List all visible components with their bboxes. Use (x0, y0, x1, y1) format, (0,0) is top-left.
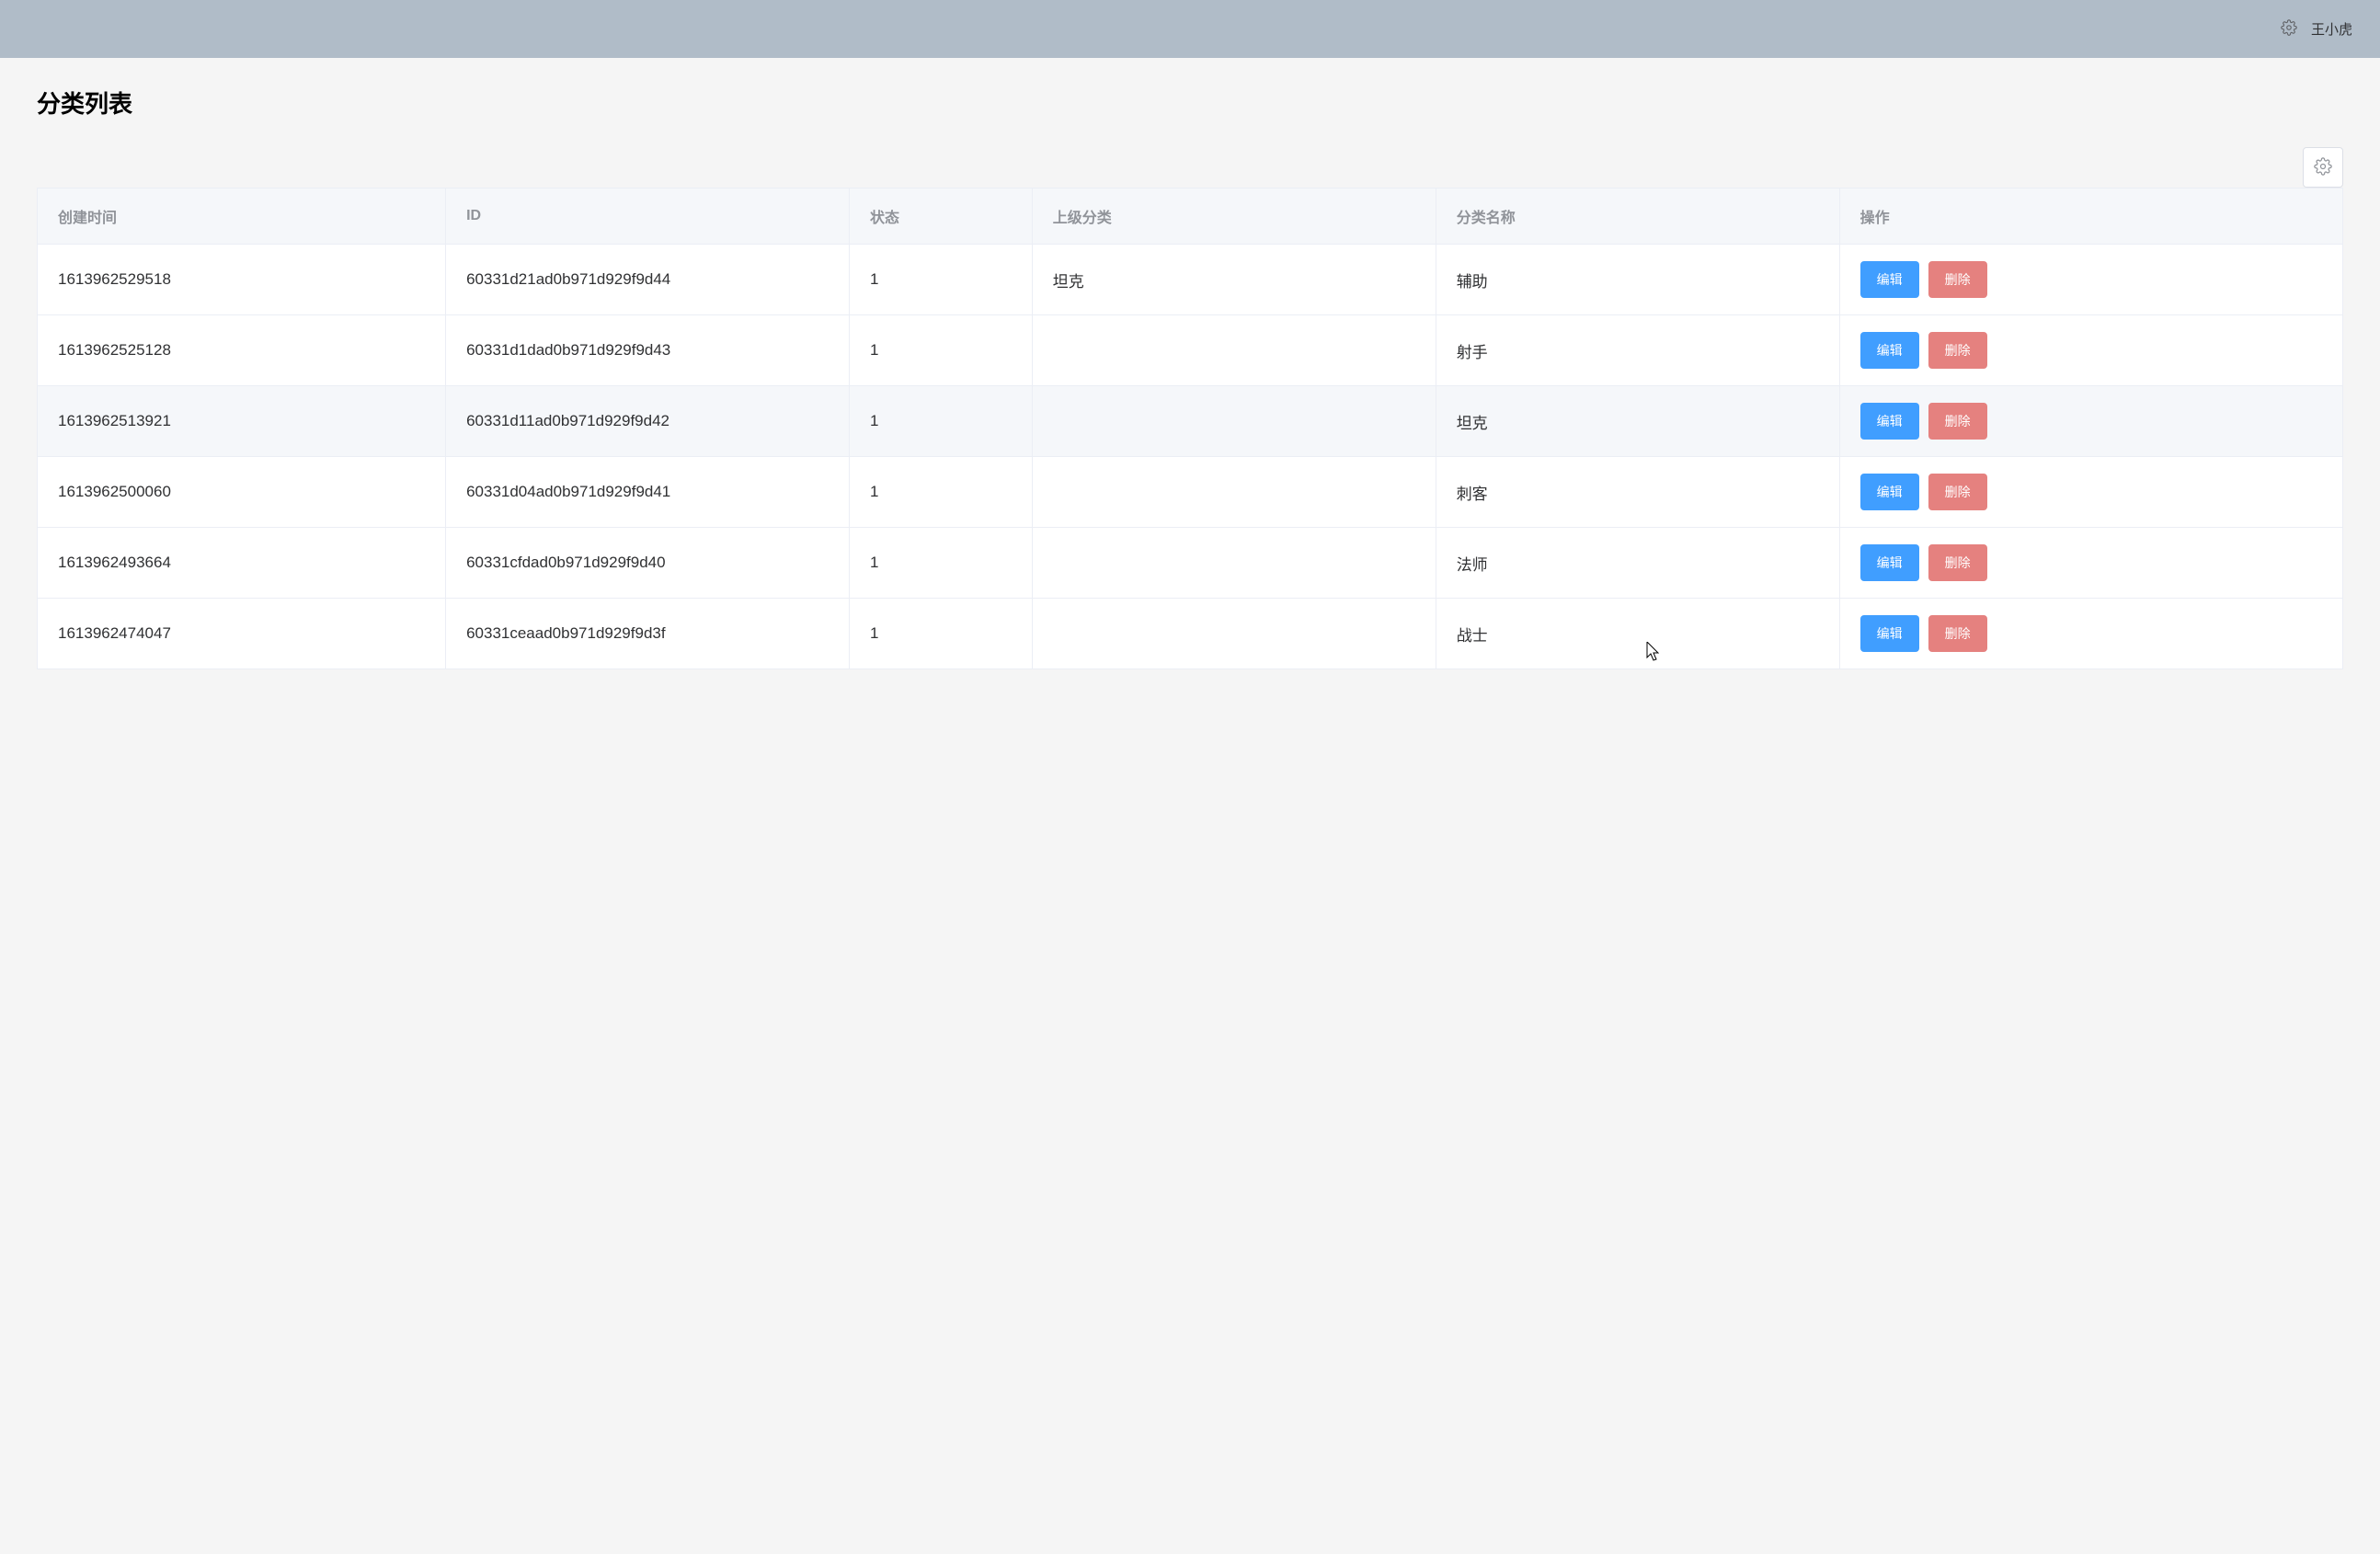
cell-actions: 编辑删除 (1839, 386, 2342, 457)
column-header-category-name[interactable]: 分类名称 (1436, 189, 1839, 245)
app-header: 王小虎 (0, 0, 2380, 58)
cell-created-time: 1613962474047 (38, 599, 446, 669)
cell-created-time: 1613962500060 (38, 457, 446, 528)
cell-parent-category (1032, 457, 1436, 528)
edit-button[interactable]: 编辑 (1860, 403, 1919, 440)
delete-button[interactable]: 删除 (1928, 615, 1987, 652)
table-settings-button[interactable] (2303, 147, 2343, 188)
cell-actions: 编辑删除 (1839, 245, 2342, 315)
edit-button[interactable]: 编辑 (1860, 544, 1919, 581)
header-user-area: 王小虎 (2281, 19, 2352, 39)
delete-button[interactable]: 删除 (1928, 544, 1987, 581)
cell-status: 1 (849, 315, 1032, 386)
table-row[interactable]: 161396252512860331d1dad0b971d929f9d431 射手… (38, 315, 2343, 386)
table-row[interactable]: 161396252951860331d21ad0b971d929f9d441坦克… (38, 245, 2343, 315)
cell-created-time: 1613962529518 (38, 245, 446, 315)
gear-icon (2314, 157, 2332, 178)
cell-created-time: 1613962493664 (38, 528, 446, 599)
gear-icon[interactable] (2281, 19, 2297, 39)
cell-category-name: 坦克 (1436, 386, 1839, 457)
cell-status: 1 (849, 245, 1032, 315)
main-content: 分类列表 创建时间 ID 状态 上级分类 分类名称 操作 16139625295… (0, 58, 2380, 697)
cell-created-time: 1613962513921 (38, 386, 446, 457)
table-row[interactable]: 161396249366460331cfdad0b971d929f9d401 法师… (38, 528, 2343, 599)
cell-parent-category: 坦克 (1032, 245, 1436, 315)
cell-id: 60331ceaad0b971d929f9d3f (446, 599, 850, 669)
cell-actions: 编辑删除 (1839, 315, 2342, 386)
table-row[interactable]: 161396247404760331ceaad0b971d929f9d3f1 战士… (38, 599, 2343, 669)
cell-parent-category (1032, 315, 1436, 386)
cell-parent-category (1032, 386, 1436, 457)
delete-button[interactable]: 删除 (1928, 403, 1987, 440)
cell-category-name: 射手 (1436, 315, 1839, 386)
cell-id: 60331d11ad0b971d929f9d42 (446, 386, 850, 457)
delete-button[interactable]: 删除 (1928, 332, 1987, 369)
cell-actions: 编辑删除 (1839, 457, 2342, 528)
cell-status: 1 (849, 599, 1032, 669)
username-label[interactable]: 王小虎 (2311, 19, 2352, 39)
column-header-status[interactable]: 状态 (849, 189, 1032, 245)
edit-button[interactable]: 编辑 (1860, 332, 1919, 369)
cell-id: 60331cfdad0b971d929f9d40 (446, 528, 850, 599)
cell-category-name: 战士 (1436, 599, 1839, 669)
column-header-parent-category[interactable]: 上级分类 (1032, 189, 1436, 245)
column-header-actions[interactable]: 操作 (1839, 189, 2342, 245)
column-header-id[interactable]: ID (446, 189, 850, 245)
cell-status: 1 (849, 386, 1032, 457)
cell-parent-category (1032, 599, 1436, 669)
cell-id: 60331d04ad0b971d929f9d41 (446, 457, 850, 528)
cell-id: 60331d21ad0b971d929f9d44 (446, 245, 850, 315)
cell-parent-category (1032, 528, 1436, 599)
table-row[interactable]: 161396250006060331d04ad0b971d929f9d411 刺客… (38, 457, 2343, 528)
cell-status: 1 (849, 457, 1032, 528)
edit-button[interactable]: 编辑 (1860, 474, 1919, 510)
cell-status: 1 (849, 528, 1032, 599)
cell-category-name: 法师 (1436, 528, 1839, 599)
cell-id: 60331d1dad0b971d929f9d43 (446, 315, 850, 386)
delete-button[interactable]: 删除 (1928, 474, 1987, 510)
edit-button[interactable]: 编辑 (1860, 261, 1919, 298)
delete-button[interactable]: 删除 (1928, 261, 1987, 298)
cell-created-time: 1613962525128 (38, 315, 446, 386)
cell-actions: 编辑删除 (1839, 528, 2342, 599)
table-header-row: 创建时间 ID 状态 上级分类 分类名称 操作 (38, 189, 2343, 245)
edit-button[interactable]: 编辑 (1860, 615, 1919, 652)
toolbar (37, 147, 2343, 188)
cell-category-name: 刺客 (1436, 457, 1839, 528)
table-row[interactable]: 161396251392160331d11ad0b971d929f9d421 坦克… (38, 386, 2343, 457)
column-header-created-time[interactable]: 创建时间 (38, 189, 446, 245)
category-table: 创建时间 ID 状态 上级分类 分类名称 操作 1613962529518603… (37, 188, 2343, 669)
page-title: 分类列表 (37, 86, 2343, 120)
cell-actions: 编辑删除 (1839, 599, 2342, 669)
cell-category-name: 辅助 (1436, 245, 1839, 315)
